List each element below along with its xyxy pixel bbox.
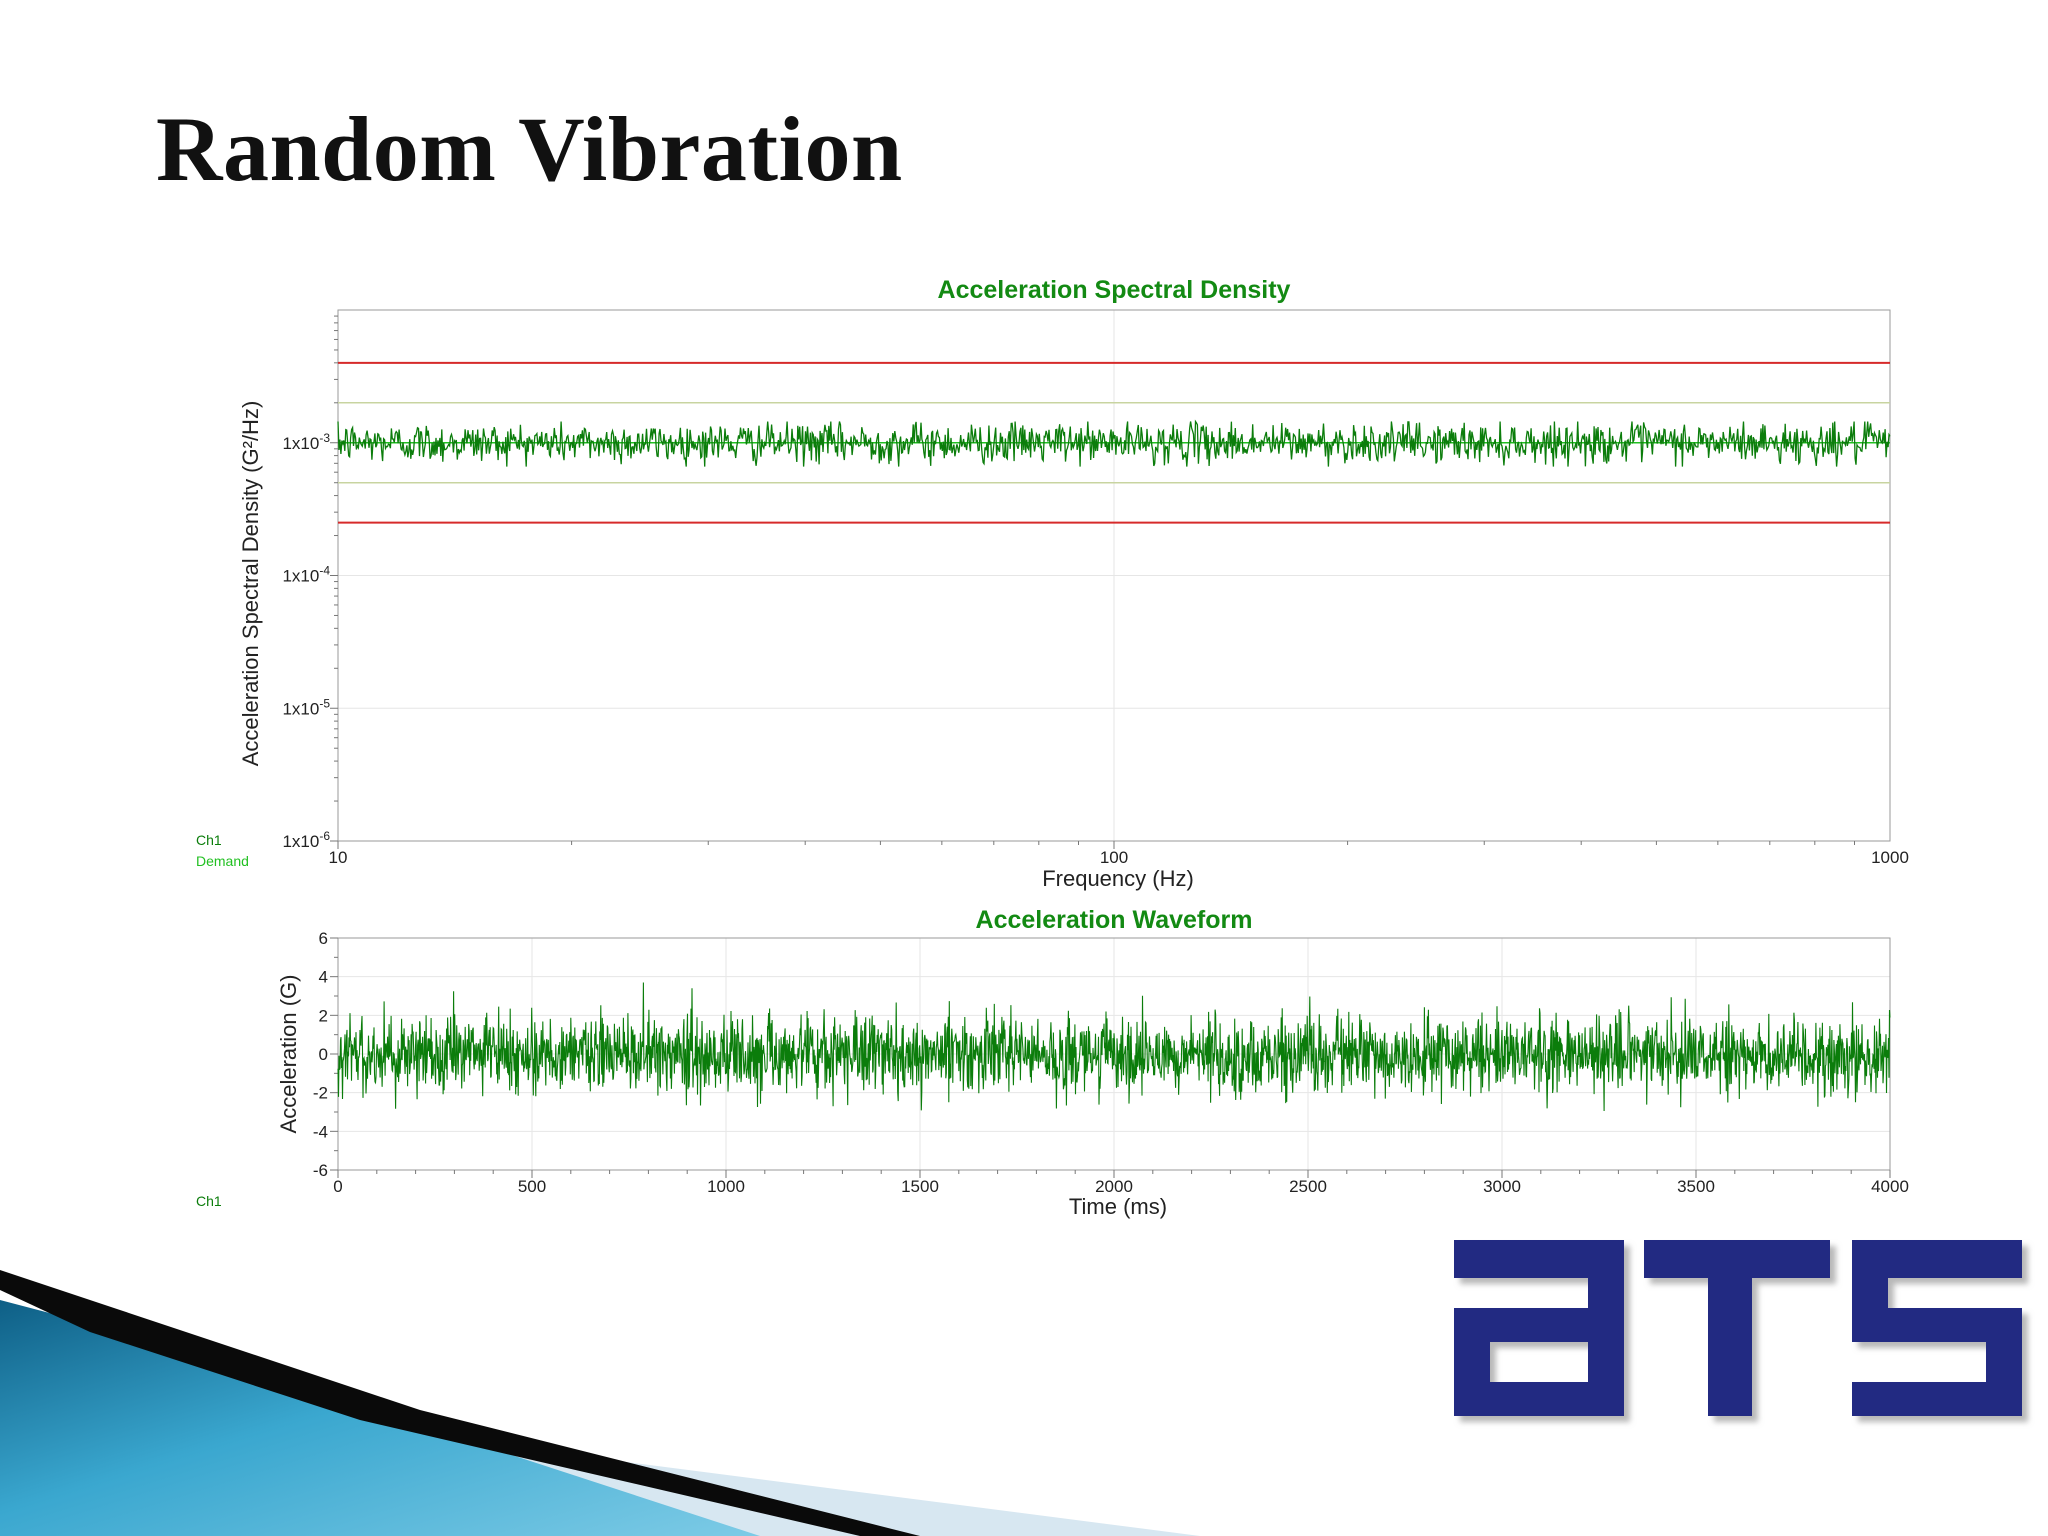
wave-y-tick-label: -2 (313, 1084, 328, 1103)
wave-x-tick-label: 1000 (707, 1177, 745, 1196)
logo-stroke (1852, 1382, 2022, 1416)
asd-y-tick-label: 1x10-3 (282, 431, 330, 453)
slide-title: Random Vibration (156, 98, 903, 200)
wave-x-tick-label: 3500 (1677, 1177, 1715, 1196)
ats-logo (1454, 1240, 2022, 1416)
asd-y-tick-label: 1x10-6 (282, 829, 330, 851)
legend-ch1: Ch1 (196, 1193, 222, 1209)
wave-y-tick-label: 6 (319, 929, 328, 948)
waveform-chart: Acceleration Waveform 6 4 2 0 -2 -4 -6 0 500 1000 1… (196, 906, 1909, 1219)
asd-x-axis-label: Frequency (Hz) (1042, 866, 1194, 891)
wave-y-tick-label: 0 (319, 1045, 328, 1064)
logo-stroke (1454, 1382, 1624, 1416)
wave-x-tick-label: 3000 (1483, 1177, 1521, 1196)
wave-x-tick-label: 2500 (1289, 1177, 1327, 1196)
wave-y-tick-label: -6 (313, 1161, 328, 1180)
asd-x-tick-label: 1000 (1871, 848, 1909, 867)
ch1-waveform-series (337, 982, 1891, 1112)
wave-y-tick-label: 4 (319, 968, 328, 987)
ch1-asd-series (337, 419, 1891, 467)
asd-x-tick-label: 100 (1100, 848, 1128, 867)
wave-x-tick-label: 2000 (1095, 1177, 1133, 1196)
asd-y-tick-label: 1x10-5 (282, 696, 330, 718)
wave-x-tick-label: 1500 (901, 1177, 939, 1196)
asd-x-tick-label: 10 (329, 848, 348, 867)
wave-x-axis-label: Time (ms) (1069, 1194, 1167, 1219)
wave-x-tick-label: 4000 (1871, 1177, 1909, 1196)
slide-decoration (0, 1270, 1200, 1536)
wave-y-axis-label: Acceleration (G) (276, 975, 301, 1134)
legend-ch1: Ch1 (196, 832, 222, 848)
logo-stroke (1708, 1240, 1752, 1416)
asd-chart-title: Acceleration Spectral Density (938, 276, 1291, 304)
wave-x-tick-label: 500 (518, 1177, 546, 1196)
wave-y-tick-label: -4 (313, 1122, 328, 1141)
asd-y-tick-label: 1x10-4 (282, 564, 330, 586)
asd-chart: Acceleration Spectral Density 1x10-3 1x10-… (196, 276, 1909, 891)
asd-y-axis-label: Acceleration Spectral Density (G²/Hz) (238, 401, 263, 767)
wave-y-tick-label: 2 (319, 1006, 328, 1025)
legend-demand: Demand (196, 853, 249, 869)
waveform-chart-title: Acceleration Waveform (976, 906, 1253, 934)
wave-x-tick-label: 0 (333, 1177, 342, 1196)
